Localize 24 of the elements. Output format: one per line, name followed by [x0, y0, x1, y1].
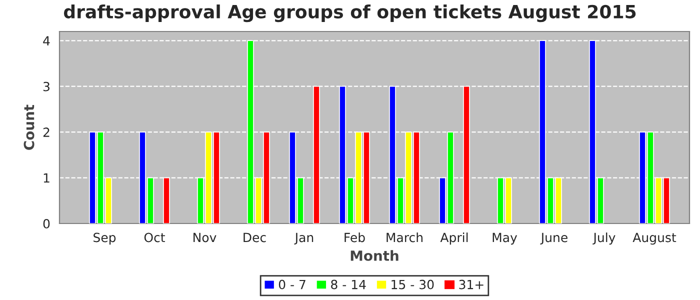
legend-label: 0 - 7	[278, 280, 306, 290]
legend-label: 8 - 14	[331, 280, 366, 290]
x-tick-label: Sep	[94, 232, 116, 245]
x-tick-label: August	[632, 232, 676, 245]
x-tick-label: Oct	[144, 232, 166, 242]
y-tick-label: 0	[43, 218, 50, 228]
y-tick-label: 1	[44, 173, 50, 183]
x-axis-title: Month	[350, 250, 398, 261]
x-tick-label: June	[540, 232, 568, 245]
legend-label: 31+	[459, 280, 484, 290]
x-tick-label: Jan	[294, 232, 314, 245]
y-tick-label: 4	[43, 36, 50, 46]
x-tick-label: Dec	[244, 232, 266, 242]
x-tick-label: May	[492, 232, 518, 245]
x-tick-label: April	[440, 232, 468, 245]
y-axis-title: Count	[24, 104, 34, 150]
y-tick-label: 3	[43, 82, 50, 92]
x-tick-label: Feb	[344, 232, 365, 242]
legend-label: 15 - 30	[392, 280, 434, 290]
x-tick-label: Nov	[194, 232, 216, 242]
x-tick-label: March	[386, 232, 422, 242]
y-tick-label: 2	[43, 128, 50, 137]
x-tick-label: July	[592, 232, 616, 245]
chart-title: drafts-approval Age groups of open tickets August 2015	[64, 4, 636, 22]
